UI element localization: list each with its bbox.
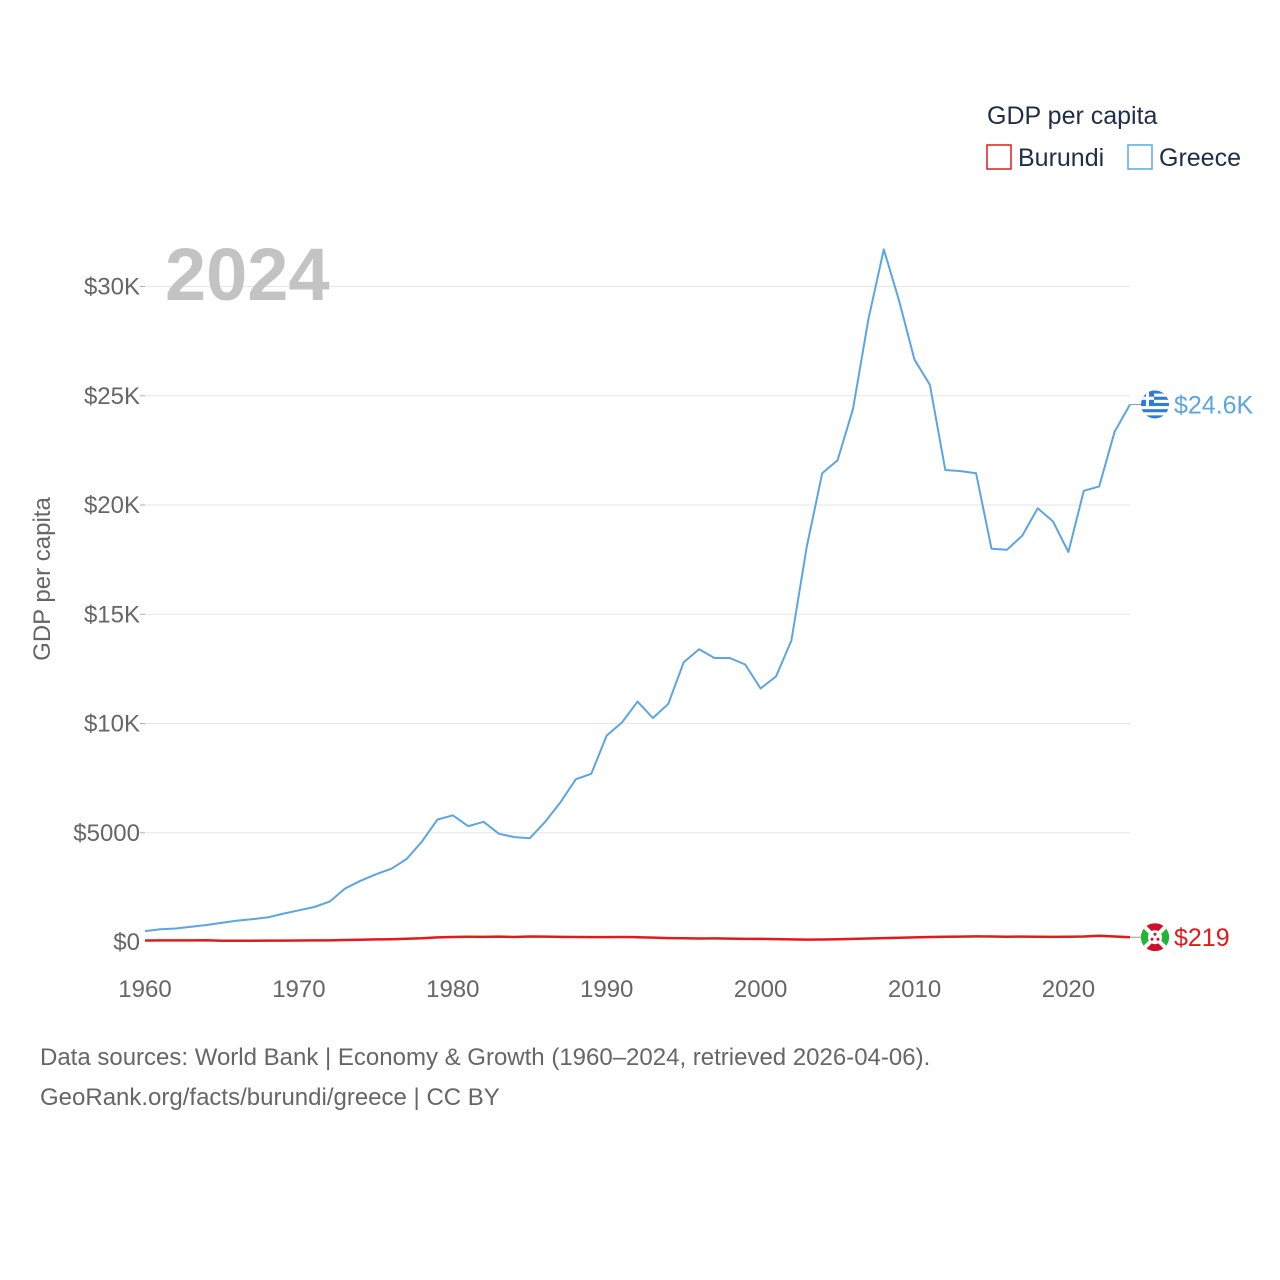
series-line-greece[interactable] [144,248,1131,933]
x-tick-label: 1970 [272,976,325,1003]
end-label-burundi: $219 [1174,924,1230,952]
legend[interactable]: GDP per capita Burundi Greece [986,102,1241,172]
y-tick-label: $15K [84,601,140,628]
y-tick-label: $25K [84,383,140,410]
legend-label: Burundi [1018,144,1104,172]
y-axis-title: GDP per capita [29,497,56,661]
series-lines [144,248,1131,943]
x-tick-label: 1990 [580,976,633,1003]
x-axis-ticks: 1960 1970 1980 1990 2000 2010 2020 [118,976,1095,1003]
y-tick-label: $0 [113,929,140,956]
legend-entry-burundi[interactable]: Burundi [986,144,1104,172]
footer-credit[interactable]: GeoRank.org/facts/burundi/greece | CC BY [40,1084,500,1111]
x-tick-label: 2020 [1042,976,1095,1003]
x-tick-label: 1960 [118,976,171,1003]
x-tick-label: 2010 [888,976,941,1003]
end-label-greece: $24.6K [1174,391,1254,419]
year-watermark: 2024 [165,233,330,316]
legend-entry-greece[interactable]: Greece [1127,144,1241,172]
legend-swatch [1127,144,1153,170]
x-tick-label: 1980 [426,976,479,1003]
y-axis-ticks: $0 $5000 $10K $15K $20K $25K $30K [73,274,140,957]
gridlines [140,286,1130,834]
y-tick-label: $30K [84,274,140,301]
legend-title: GDP per capita [987,102,1158,130]
legend-swatch [986,144,1012,170]
end-markers: $219 $24.6K [1130,390,1254,952]
series-line-burundi[interactable] [144,934,1131,943]
greece-flag-icon [1141,390,1169,419]
y-tick-label: $5000 [73,820,140,847]
y-tick-label: $20K [84,492,140,519]
x-tick-label: 2000 [734,976,787,1003]
y-tick-label: $10K [84,711,140,738]
burundi-flag-icon [1141,923,1169,952]
footer-sources: Data sources: World Bank | Economy & Gro… [40,1044,931,1071]
legend-label: Greece [1159,144,1241,172]
